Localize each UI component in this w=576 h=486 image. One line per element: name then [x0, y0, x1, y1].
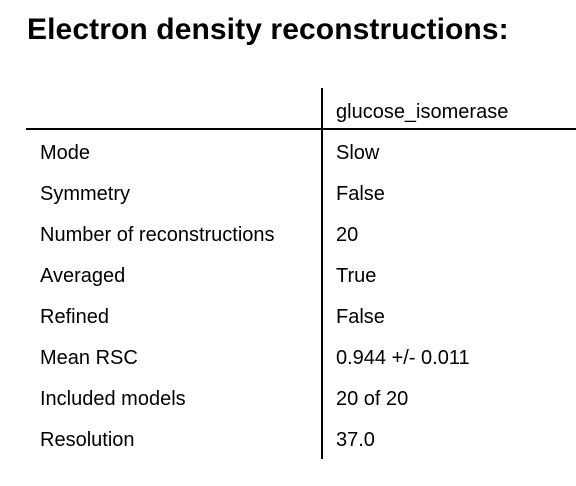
row-value: 20 of 20 — [336, 388, 409, 410]
table-row: Symmetry False — [26, 174, 576, 215]
row-value: Slow — [336, 142, 380, 164]
column-header: glucose_isomerase — [336, 101, 509, 123]
row-label: Resolution — [40, 429, 135, 451]
row-value: True — [336, 265, 377, 287]
row-label: Averaged — [40, 265, 126, 287]
row-label: Number of reconstructions — [40, 224, 275, 246]
row-value: 0.944 +/- 0.011 — [336, 347, 470, 369]
page-title: Electron density reconstructions: — [27, 13, 509, 46]
table-row: Refined False — [26, 297, 576, 338]
row-label: Refined — [40, 306, 109, 328]
row-value: 37.0 — [336, 429, 375, 451]
table-row: Mean RSC 0.944 +/- 0.011 — [26, 338, 576, 379]
column-divider — [321, 88, 323, 459]
row-value: False — [336, 306, 385, 328]
row-label: Included models — [40, 388, 186, 410]
row-value: 20 — [336, 224, 359, 246]
row-value: False — [336, 183, 385, 205]
table-row: Number of reconstructions 20 — [26, 215, 576, 256]
table-row: Mode Slow — [26, 133, 576, 174]
header-divider — [26, 128, 576, 130]
table-row: Included models 20 of 20 — [26, 379, 576, 420]
row-label: Mode — [40, 142, 91, 164]
table-row: Averaged True — [26, 256, 576, 297]
table-row: Resolution 37.0 — [26, 420, 576, 461]
row-label: Mean RSC — [40, 347, 138, 369]
row-label: Symmetry — [40, 183, 130, 205]
